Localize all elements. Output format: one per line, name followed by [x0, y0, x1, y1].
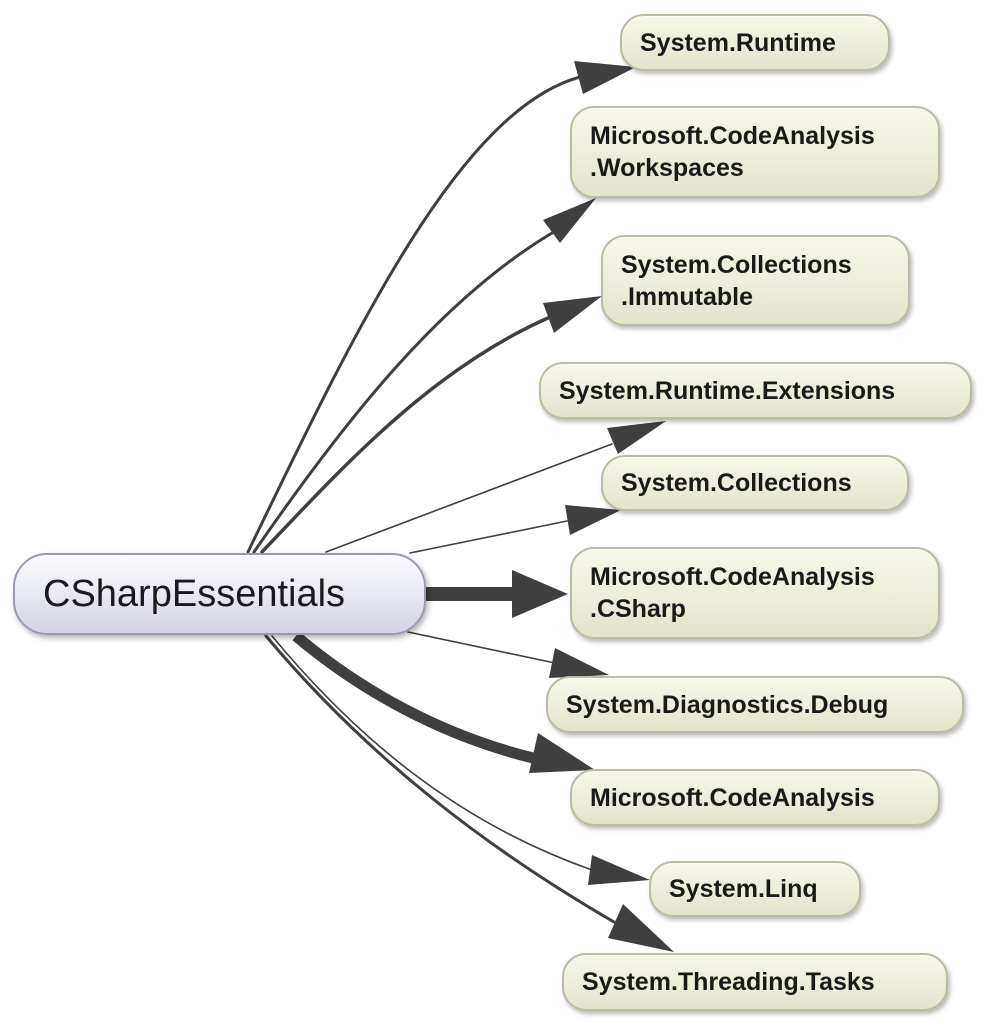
- node-label-line: .Workspaces: [590, 154, 744, 182]
- node-system-runtime[interactable]: System.Runtime: [620, 14, 890, 71]
- node-label-line: System.Runtime: [640, 28, 836, 57]
- node-system-runtime-extensions[interactable]: System.Runtime.Extensions: [539, 362, 972, 419]
- arrowhead-system-runtime: [574, 61, 636, 94]
- node-microsoft-codeanalysis-workspaces[interactable]: Microsoft.CodeAnalysis .Workspaces: [570, 106, 940, 198]
- arrowhead-system-threading-tasks: [608, 904, 674, 952]
- node-label-line: Microsoft.CodeAnalysis: [590, 122, 875, 150]
- edge-microsoft-codeanalysis: [292, 631, 535, 764]
- node-label-line: System.Diagnostics.Debug: [566, 690, 889, 719]
- source-node-label: CSharpEssentials: [43, 572, 346, 615]
- arrowhead-system-diagnostics-debug: [549, 648, 609, 678]
- edge-system-runtime: [246, 75, 582, 554]
- arrowhead-microsoft-codeanalysis-workspaces: [543, 198, 596, 243]
- node-system-threading-tasks[interactable]: System.Threading.Tasks: [562, 953, 948, 1011]
- edge-system-collections-immutable: [260, 316, 550, 554]
- edge-system-runtime-extensions: [325, 443, 613, 553]
- arrowhead-system-linq: [588, 855, 650, 885]
- arrowhead-system-collections-immutable: [543, 296, 602, 333]
- node-label-line: .CSharp: [590, 595, 686, 623]
- node-microsoft-codeanalysis-csharp[interactable]: Microsoft.CodeAnalysis .CSharp: [570, 547, 940, 639]
- node-label-line: .Immutable: [621, 282, 753, 311]
- node-system-collections[interactable]: System.Collections: [601, 455, 909, 511]
- edge-microsoft-codeanalysis-workspaces: [252, 231, 554, 554]
- edge-system-threading-tasks: [264, 634, 616, 924]
- node-label-line: System.Linq: [669, 875, 818, 903]
- arrowhead-microsoft-codeanalysis: [529, 733, 595, 773]
- edge-system-collections: [409, 520, 568, 554]
- arrowhead-system-collections: [565, 505, 621, 535]
- node-label-line: System.Threading.Tasks: [582, 968, 875, 996]
- node-label-line: System.Runtime.Extensions: [559, 376, 896, 405]
- node-microsoft-codeanalysis[interactable]: Microsoft.CodeAnalysis: [570, 769, 940, 826]
- node-label-line: Microsoft.CodeAnalysis: [590, 783, 875, 812]
- arrowhead-system-runtime-extensions: [607, 421, 666, 454]
- node-label-line: System.Collections: [621, 250, 852, 279]
- source-node-csharpessentials[interactable]: CSharpEssentials: [13, 553, 426, 635]
- arrowhead-microsoft-codeanalysis-csharp: [512, 570, 568, 618]
- node-label-line: System.Collections: [621, 469, 852, 497]
- node-system-diagnostics-debug[interactable]: System.Diagnostics.Debug: [546, 676, 964, 733]
- edge-system-linq: [271, 635, 593, 871]
- node-system-collections-immutable[interactable]: System.Collections .Immutable: [601, 235, 910, 326]
- edge-system-diagnostics-debug: [407, 631, 556, 664]
- node-label-line: Microsoft.CodeAnalysis: [590, 563, 875, 591]
- node-system-linq[interactable]: System.Linq: [649, 861, 861, 917]
